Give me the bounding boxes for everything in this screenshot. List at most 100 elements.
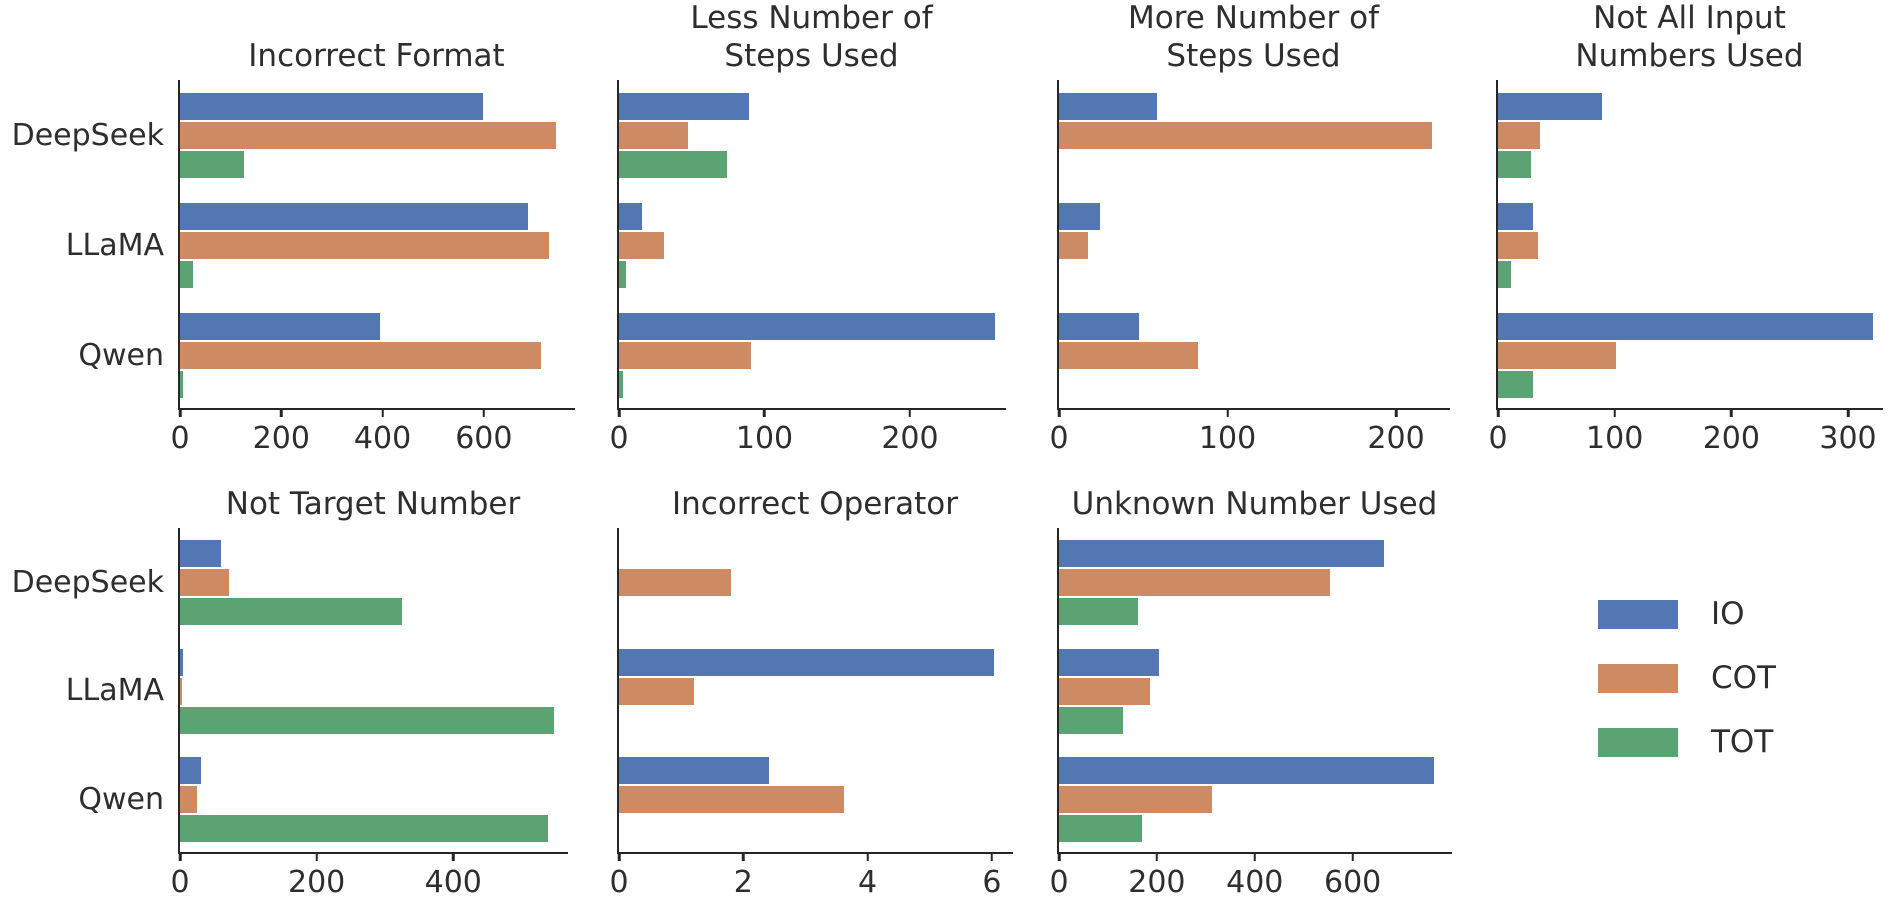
- subplot-title: Unknown Number Used: [1071, 486, 1438, 522]
- bar-io-deepseek: [180, 539, 222, 567]
- x-tick-label: 0: [170, 421, 190, 456]
- subplot-more-number-of-steps-used: More Number of Steps Used 0 100 200: [1049, 0, 1450, 456]
- legend-item-io: IO: [1598, 596, 1776, 632]
- x-tick-mark: [315, 852, 318, 861]
- subplot-title: Incorrect Operator: [672, 486, 958, 522]
- bar-tot-deepseek: [1059, 597, 1138, 625]
- bar-tot-qwen: [619, 370, 624, 398]
- x-tick-label: 200: [287, 865, 346, 900]
- subplot-not-all-input-numbers-used: Not All Input Numbers Used 0 100 200 300: [1488, 0, 1883, 456]
- subplot-title: More Number of Steps Used: [1128, 0, 1379, 74]
- x-tick-label: 600: [1324, 865, 1382, 900]
- x-tick-label: 400: [353, 421, 412, 456]
- x-tick-label: 100: [1586, 421, 1644, 456]
- x-tick-mark: [908, 408, 912, 417]
- bar-io-deepseek: [619, 92, 750, 120]
- x-tick-mark: [1351, 852, 1354, 861]
- x-tick-label: 0: [1049, 865, 1069, 900]
- bar-io-deepseek: [1059, 539, 1384, 567]
- category-label-llama: LLaMA: [65, 673, 164, 709]
- x-tick-mark: [451, 852, 455, 861]
- plot-area: 0 100 200: [1049, 80, 1450, 456]
- x-tick-label: 200: [881, 421, 939, 456]
- bar-io-llama: [619, 202, 643, 230]
- bar-cot-llama: [619, 231, 665, 259]
- bar-tot-deepseek: [180, 597, 403, 625]
- bar-tot-llama: [180, 260, 193, 288]
- bar-tot-qwen: [180, 815, 549, 843]
- x-tick-mark: [1613, 408, 1616, 417]
- category-label-llama: LLaMA: [65, 227, 164, 263]
- bar-cot-deepseek: [180, 568, 230, 596]
- bar-tot-deepseek: [1498, 150, 1531, 178]
- x-tick-mark: [763, 408, 766, 417]
- x-tick-label: 6: [982, 865, 1002, 900]
- x-tick-mark: [617, 408, 621, 417]
- plot-area: 0 2 4 6: [609, 528, 1013, 900]
- bar-cot-deepseek: [180, 121, 556, 149]
- x-tick-mark: [742, 852, 745, 861]
- bar-cot-qwen: [180, 786, 198, 814]
- x-tick-mark: [178, 852, 182, 861]
- subplot-incorrect-operator: Incorrect Operator 0 2 4 6: [609, 486, 1013, 900]
- x-tick-mark: [1394, 408, 1398, 417]
- category-label-qwen: Qwen: [78, 782, 164, 818]
- bar-io-deepseek: [1498, 92, 1603, 120]
- subplot-not-target-number: Not Target Number 0 200 400 DeepSeek LLaMA Qwe…: [12, 486, 568, 900]
- bar-tot-llama: [1059, 706, 1123, 734]
- legend-swatch-tot: [1598, 727, 1678, 757]
- subplot-less-number-of-steps-used: Less Number of Steps Used 0 100 200: [609, 0, 1006, 456]
- subplot-title: Incorrect Format: [248, 38, 505, 74]
- legend-label: COT: [1711, 660, 1776, 696]
- subplot-unknown-number-used: Unknown Number Used 0 200 400 600: [1049, 486, 1452, 900]
- bar-io-llama: [1059, 202, 1100, 230]
- bar-cot-qwen: [619, 786, 844, 814]
- x-tick-label: 600: [455, 421, 513, 456]
- bar-cot-llama: [1059, 231, 1088, 259]
- plot-area: 0 200 400 600: [170, 80, 575, 456]
- x-tick-mark: [1496, 408, 1500, 417]
- category-label-deepseek: DeepSeek: [11, 117, 164, 153]
- x-tick-mark: [482, 408, 486, 417]
- bar-cot-deepseek: [1059, 568, 1330, 596]
- subplot-title: Not All Input Numbers Used: [1575, 0, 1804, 74]
- x-tick-mark: [617, 852, 621, 861]
- x-tick-mark: [1226, 408, 1229, 417]
- bar-cot-qwen: [1059, 786, 1213, 814]
- bar-cot-deepseek: [1498, 121, 1541, 149]
- bar-io-llama: [180, 648, 184, 676]
- bar-cot-llama: [1059, 677, 1151, 705]
- bar-tot-llama: [1498, 260, 1511, 288]
- category-label-deepseek: DeepSeek: [11, 564, 164, 600]
- bar-io-llama: [180, 202, 529, 230]
- legend-swatch-cot: [1598, 663, 1678, 693]
- bar-io-qwen: [180, 757, 202, 785]
- bar-tot-llama: [619, 260, 627, 288]
- legend-swatch-io: [1598, 599, 1678, 629]
- bar-tot-deepseek: [619, 150, 728, 178]
- bar-io-qwen: [1498, 312, 1874, 340]
- x-tick-mark: [178, 408, 182, 417]
- bar-io-llama: [1498, 202, 1534, 230]
- plot-area: 0 200 400 600: [1049, 528, 1452, 900]
- bar-io-qwen: [619, 312, 995, 340]
- legend-label: IO: [1711, 596, 1745, 632]
- x-tick-label: 4: [858, 865, 878, 900]
- plot-area: 0 200 400: [170, 528, 568, 900]
- x-tick-label: 0: [609, 865, 629, 900]
- bar-cot-qwen: [1498, 341, 1617, 369]
- x-tick-label: 200: [1702, 421, 1760, 456]
- x-tick-label: 100: [735, 421, 794, 456]
- subplot-title: Not Target Number: [225, 486, 521, 522]
- x-tick-label: 400: [1226, 865, 1284, 900]
- x-tick-mark: [1253, 852, 1257, 861]
- x-tick-label: 0: [1049, 421, 1069, 456]
- legend-label: TOT: [1711, 724, 1774, 760]
- legend-item-cot: COT: [1598, 660, 1776, 696]
- bar-tot-deepseek: [180, 150, 244, 178]
- bar-io-qwen: [1059, 757, 1435, 785]
- x-tick-mark: [280, 408, 283, 417]
- plot-area: 0 100 200 300: [1488, 80, 1883, 456]
- x-tick-mark: [1846, 408, 1850, 417]
